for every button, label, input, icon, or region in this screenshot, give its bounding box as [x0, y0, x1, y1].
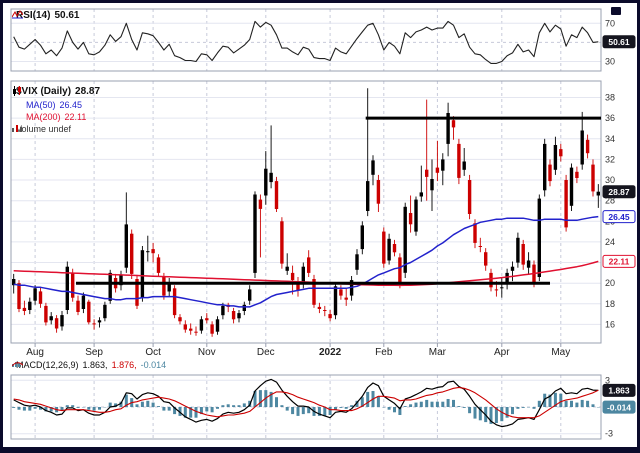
panel-borders — [10, 8, 602, 440]
y-axis-label: 36 — [605, 113, 615, 123]
svg-text:26.45: 26.45 — [608, 212, 630, 222]
y-axis-label: 24 — [605, 237, 615, 247]
volume-label: Volume undef — [16, 124, 72, 134]
ma50-value: 26.45 — [59, 100, 83, 110]
rsi-label: RSI(14) — [16, 10, 51, 21]
x-axis-labels: Aug Sep Oct Nov Dec 2022 Feb Mar Apr May — [26, 343, 570, 358]
svg-text:50.61: 50.61 — [608, 37, 630, 47]
axis-badge — [602, 210, 636, 224]
ma200-value: 22.11 — [64, 112, 87, 122]
svg-text:22.11: 22.11 — [609, 257, 630, 267]
annotation-lines — [76, 116, 601, 285]
y-axis-label: 20 — [605, 278, 615, 288]
axis-badges: 50.61 28.87 26.45 22.11 1.863 -0.014 — [602, 35, 636, 414]
axis-labels: 703038363432302826242220181630-3 — [605, 18, 615, 438]
axis-badge — [602, 400, 636, 414]
macd-signal-line — [13, 386, 599, 419]
y-axis-label: -3 — [605, 429, 613, 439]
x-axis-label: May — [551, 347, 570, 358]
volume-legend: Volume undef — [12, 124, 71, 135]
rsi-value: 50.61 — [54, 10, 80, 21]
x-axis-label: Dec — [257, 347, 275, 358]
macd-legend: MACD(12,26,9) 1.863, 1.876, -0.014 — [12, 360, 166, 371]
y-axis-label: 16 — [605, 319, 615, 329]
symbol-label: $VIX (Daily) — [16, 86, 72, 97]
svg-text:1.863: 1.863 — [608, 386, 630, 396]
macd-label: MACD(12,26,9) — [16, 360, 79, 370]
x-axis-label: Nov — [198, 347, 216, 358]
x-axis-label: 2022 — [319, 347, 342, 358]
rsi-legend: RSI(14) 50.61 — [12, 10, 79, 21]
macd-line — [13, 378, 599, 428]
symbol-legend: $VIX (Daily) 28.87 — [12, 86, 100, 97]
ma200-label: MA(200) — [26, 112, 61, 122]
y-axis-label: 34 — [605, 134, 615, 144]
y-axis-label: 30 — [605, 175, 615, 185]
x-axis-label: Apr — [494, 347, 510, 358]
y-axis-label: 70 — [605, 18, 615, 28]
ma200-legend: MA(200) 22.11 — [26, 112, 86, 123]
ma50-legend: MA(50) 26.45 — [26, 100, 82, 111]
y-axis-label: 28 — [605, 196, 615, 206]
y-axis-label: 30 — [605, 57, 615, 67]
x-axis-label: Feb — [375, 347, 393, 358]
x-axis-label: Oct — [145, 347, 161, 358]
stockchart-svg: 703038363432302826242220181630-3AugSepOc… — [10, 8, 636, 440]
axis-badge — [602, 254, 636, 268]
x-axis-label: Mar — [429, 347, 447, 358]
ma50-label: MA(50) — [26, 100, 56, 110]
x-axis-label: Aug — [26, 347, 44, 358]
svg-text:-0.014: -0.014 — [607, 402, 631, 412]
candlesticks — [12, 88, 600, 337]
y-axis-label: 38 — [605, 93, 615, 103]
axis-badge — [602, 383, 636, 397]
macd-signal-value: 1.876, — [111, 360, 137, 370]
axis-badge — [602, 35, 636, 49]
y-axis-label: 32 — [605, 154, 615, 164]
rsi-line — [13, 20, 599, 64]
macd-value: 1.863, — [82, 360, 108, 370]
axis-badge — [602, 185, 636, 199]
y-axis-label: 3 — [605, 375, 610, 385]
svg-text:28.87: 28.87 — [608, 187, 630, 197]
x-axis-label: Sep — [85, 347, 103, 358]
macd-hist-value: -0.014 — [140, 360, 167, 370]
chart-toolbar-icon — [611, 7, 621, 15]
ma50-line — [13, 215, 599, 308]
y-axis-label: 18 — [605, 299, 615, 309]
symbol-last-value: 28.87 — [75, 86, 101, 97]
